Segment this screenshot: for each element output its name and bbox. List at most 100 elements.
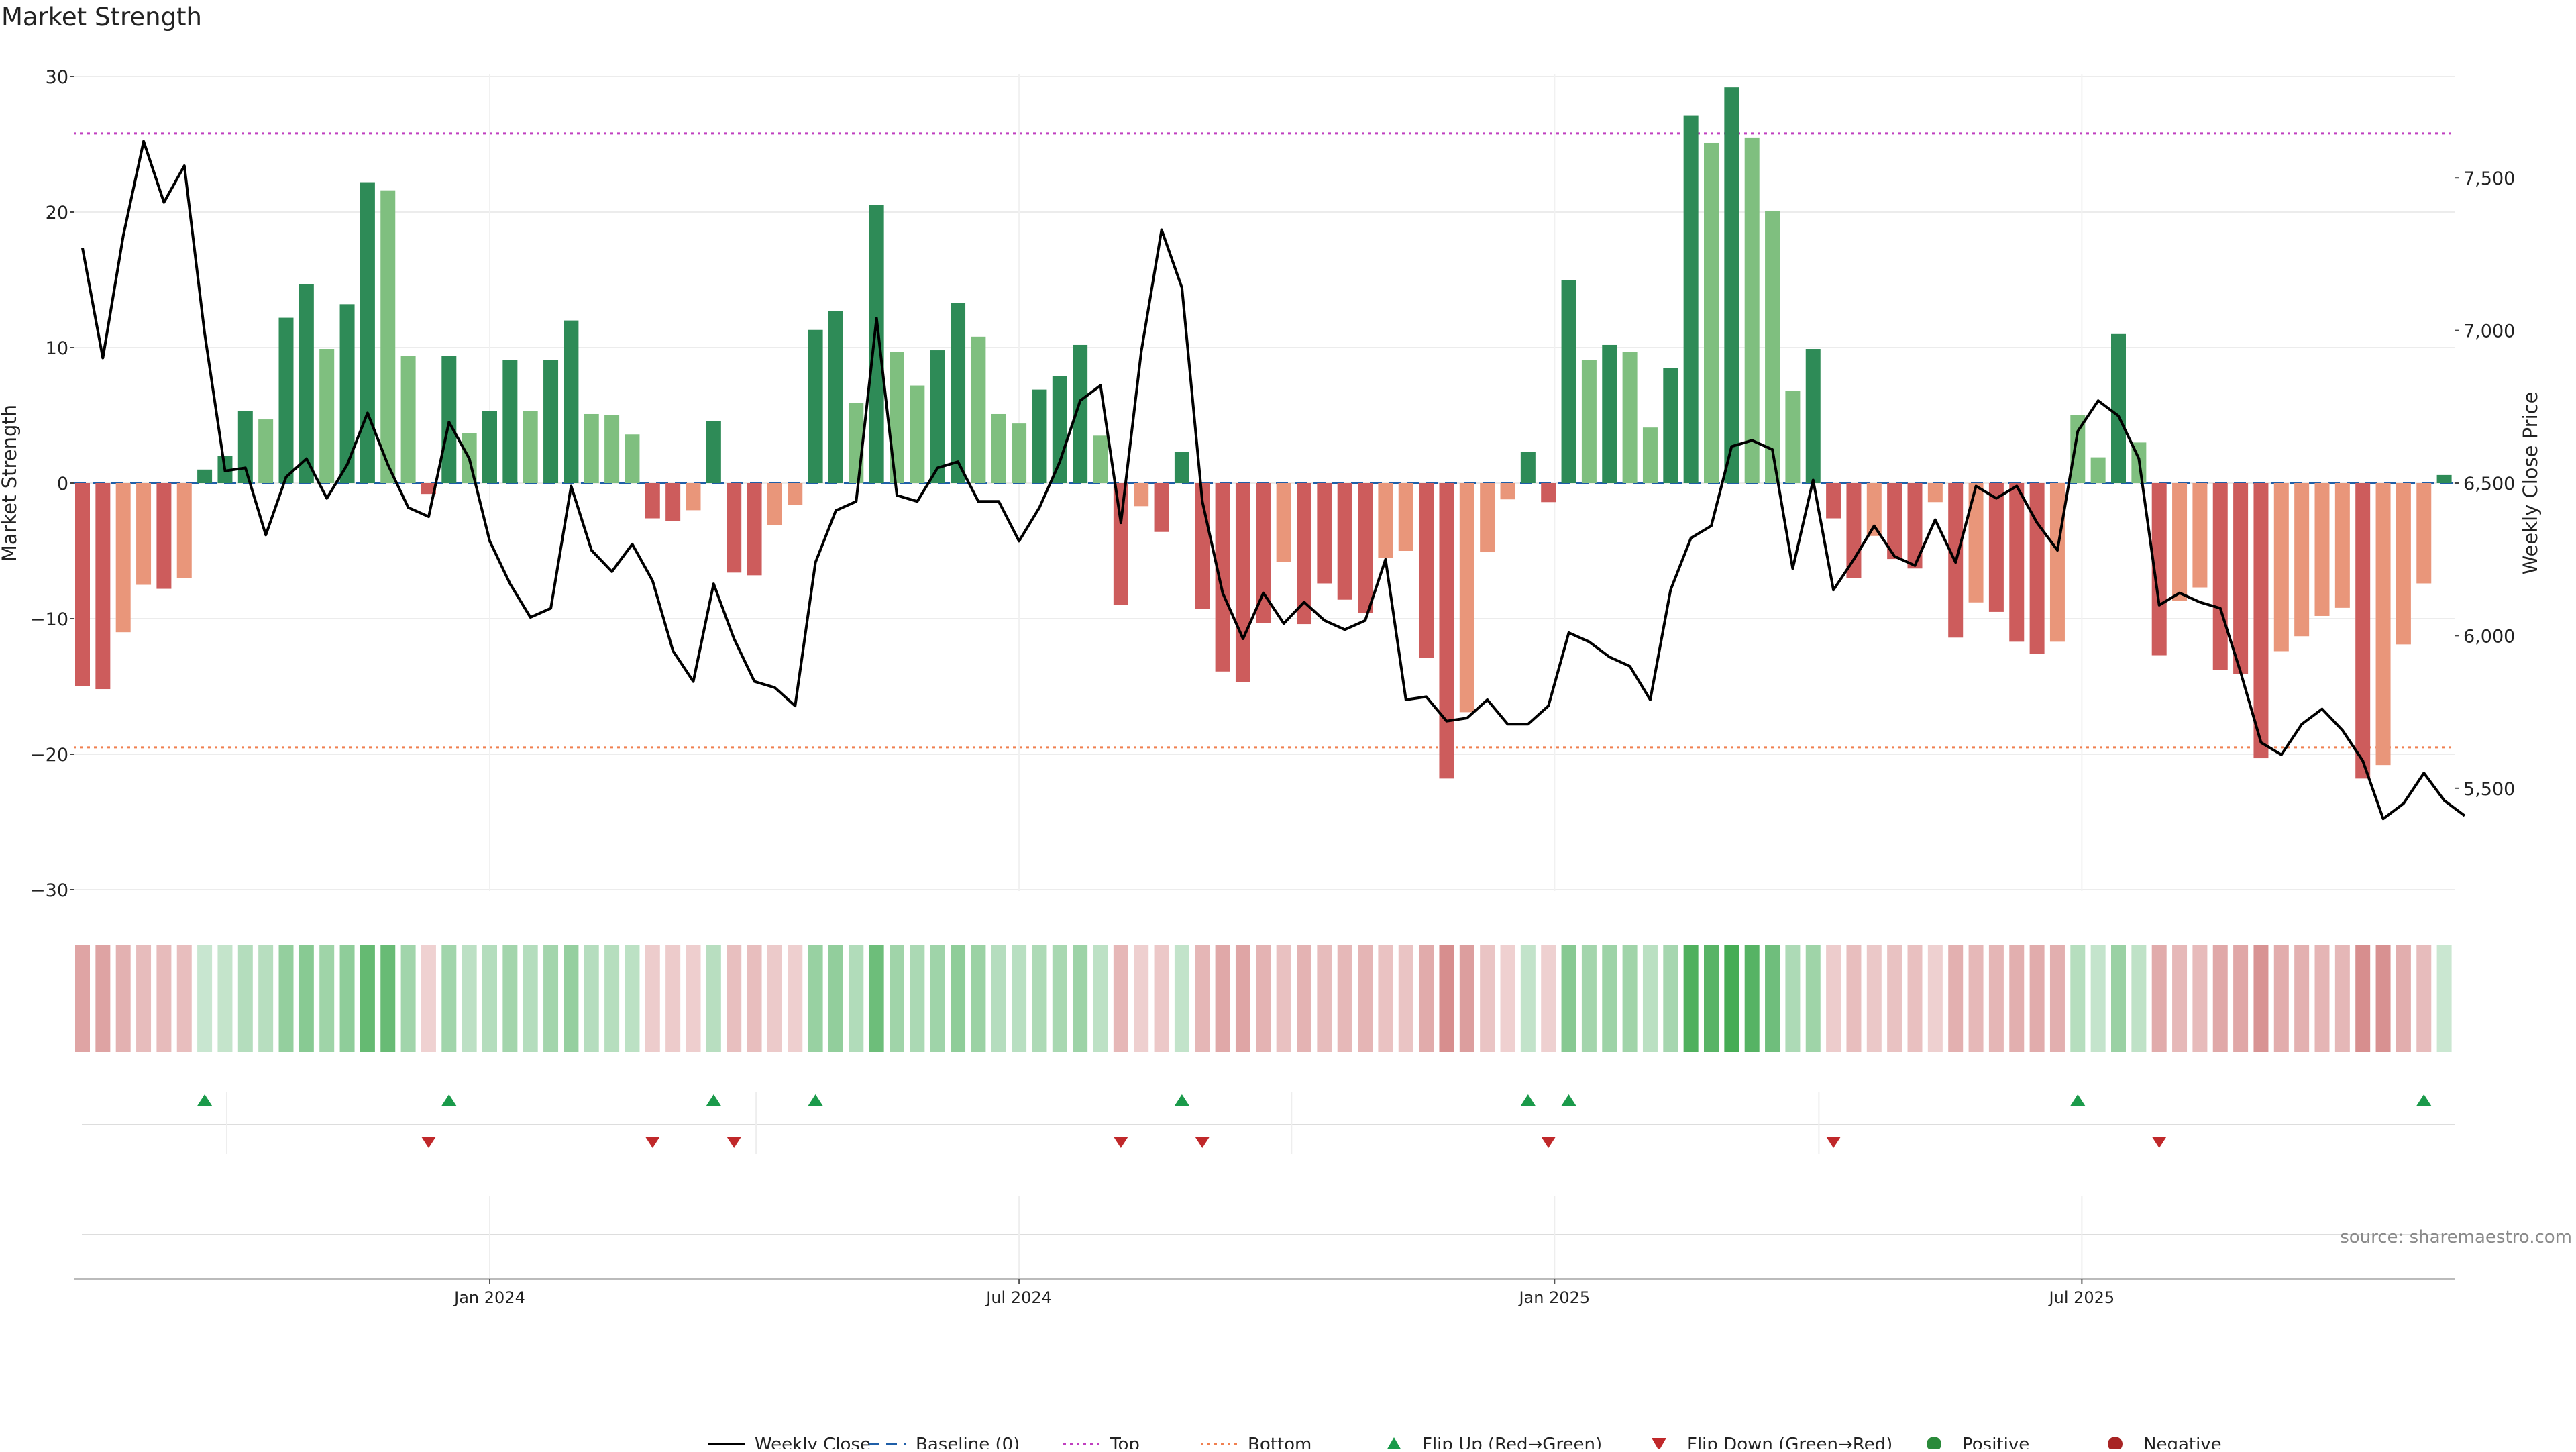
heat-cell	[645, 945, 660, 1052]
strength-bar	[1968, 483, 1984, 603]
heat-cell	[1968, 945, 1984, 1052]
heat-cell	[2334, 945, 2350, 1052]
strength-bar	[1500, 483, 1515, 500]
strength-bar	[197, 469, 213, 483]
strength-bar	[1276, 483, 1291, 562]
y2-tick-label: 7,000	[2463, 321, 2515, 342]
strength-bar	[584, 413, 599, 483]
heat-cell	[767, 945, 782, 1052]
flip-up-marker	[441, 1094, 457, 1106]
strength-bar	[991, 413, 1006, 483]
heat-cell	[910, 945, 925, 1052]
heat-cell	[2070, 945, 2086, 1052]
strength-bar	[2111, 333, 2126, 483]
strength-bar	[1337, 483, 1352, 600]
heat-cell	[2090, 945, 2106, 1052]
heat-cell	[136, 945, 152, 1052]
strength-bar	[747, 483, 762, 576]
heat-cell	[299, 945, 314, 1052]
strength-bar	[1866, 483, 1882, 536]
flip-up-marker	[1520, 1094, 1536, 1106]
heat-cell	[1622, 945, 1638, 1052]
strength-bar	[1683, 115, 1699, 483]
heat-cell	[1724, 945, 1739, 1052]
strength-bar	[1358, 483, 1373, 613]
heat-cell	[849, 945, 864, 1052]
strength-bar	[930, 350, 945, 483]
heat-cell	[1927, 945, 1943, 1052]
strength-bar	[2049, 483, 2065, 642]
legend: Weekly Close Baseline (0) Top Bottom Flip Up…	[708, 1435, 2222, 1452]
strength-bar	[156, 483, 172, 589]
strength-bar	[1154, 483, 1169, 532]
strength-bar	[1663, 368, 1678, 483]
heat-cell	[1174, 945, 1189, 1052]
heat-cell	[1337, 945, 1352, 1052]
heat-cell	[1297, 945, 1311, 1052]
strength-bar	[2172, 483, 2188, 601]
strength-bar	[2396, 483, 2411, 645]
heat-cell	[95, 945, 111, 1052]
strength-bar	[1459, 483, 1474, 713]
heat-cell	[2355, 945, 2371, 1052]
strength-bar	[910, 385, 925, 483]
heat-cell	[1113, 945, 1128, 1052]
strength-bar	[1622, 352, 1638, 483]
strength-bar	[1704, 142, 1719, 484]
heat-cell	[1093, 945, 1108, 1052]
y-axis-label: Market Strength	[0, 405, 21, 562]
heat-cell	[2111, 945, 2126, 1052]
strength-bar	[625, 434, 640, 483]
heat-cell	[1459, 945, 1474, 1052]
heat-cell	[828, 945, 843, 1052]
heat-cell	[2049, 945, 2065, 1052]
heat-cell	[523, 945, 538, 1052]
chart-title: Market Strength	[1, 3, 202, 32]
flip-down-marker	[1195, 1137, 1210, 1148]
heat-cell	[2294, 945, 2310, 1052]
strength-bar	[564, 320, 579, 483]
heat-cell	[1032, 945, 1047, 1052]
strength-bar	[1317, 483, 1332, 584]
strength-bar	[1907, 483, 1923, 569]
strength-bar	[441, 356, 457, 483]
flip-up-marker	[808, 1094, 823, 1106]
heat-cell	[156, 945, 172, 1052]
x-tick-label: Jul 2025	[2048, 1288, 2115, 1307]
heat-cell	[2009, 945, 2025, 1052]
strength-bar	[1052, 376, 1067, 483]
strength-bar	[2436, 474, 2452, 483]
heat-cell	[441, 945, 457, 1052]
heat-cell	[2172, 945, 2188, 1052]
heat-cell	[1663, 945, 1678, 1052]
strength-bar	[1256, 483, 1271, 623]
flip-down-marker	[1826, 1137, 1841, 1148]
strength-bar	[2009, 483, 2025, 642]
heat-cell	[2131, 945, 2147, 1052]
heat-cell	[1276, 945, 1291, 1052]
heat-cell	[1683, 945, 1699, 1052]
heat-cell	[319, 945, 335, 1052]
heat-cell	[1704, 945, 1719, 1052]
strength-bar	[2090, 457, 2106, 483]
heat-cell	[2436, 945, 2452, 1052]
heat-cell	[991, 945, 1006, 1052]
strength-bar	[543, 360, 559, 483]
strength-bar	[1846, 483, 1862, 578]
heat-cell	[1765, 945, 1780, 1052]
heat-cell	[1744, 945, 1760, 1052]
heat-cell	[482, 945, 497, 1052]
strength-bar	[706, 421, 721, 483]
heat-cell	[1439, 945, 1454, 1052]
legend-label: Negative	[2143, 1435, 2222, 1449]
heat-cell	[808, 945, 823, 1052]
heat-cell	[1541, 945, 1556, 1052]
flip-up-marker	[2416, 1094, 2432, 1106]
strength-bar	[1785, 391, 1801, 483]
heat-cell	[869, 945, 884, 1052]
y-tick-label: 20	[46, 203, 68, 223]
heat-cell	[1826, 945, 1841, 1052]
heat-cell	[421, 945, 436, 1052]
